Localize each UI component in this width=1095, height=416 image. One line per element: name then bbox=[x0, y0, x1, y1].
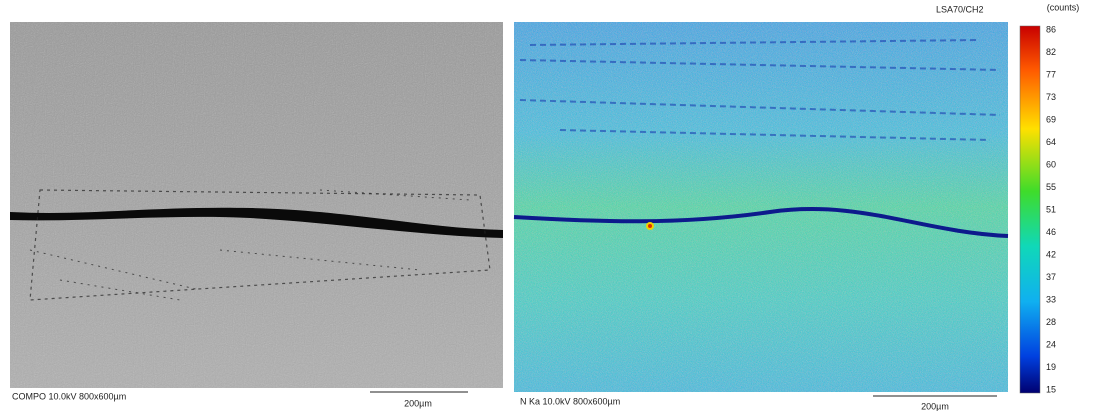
colorbar-tick-label: 73 bbox=[1046, 92, 1056, 102]
colorbar-tick-label: 37 bbox=[1046, 272, 1056, 282]
colorbar-tick-label: 15 bbox=[1046, 384, 1056, 394]
map-header: LSA70/CH2 bbox=[936, 4, 984, 14]
colorbar-tick-label: 33 bbox=[1046, 294, 1056, 304]
colorbar-tick-label: 55 bbox=[1046, 182, 1056, 192]
colorbar-tick-label: 69 bbox=[1046, 114, 1056, 124]
colorbar-tick-label: 82 bbox=[1046, 47, 1056, 57]
scale-bar-label: 200µm bbox=[404, 398, 432, 408]
colorbar-tick-label: 42 bbox=[1046, 249, 1056, 259]
colorbar-tick-label: 86 bbox=[1046, 24, 1056, 34]
sem-caption: COMPO 10.0kV 800x600µm 200µm bbox=[12, 391, 468, 408]
colorbar-tick-label: 46 bbox=[1046, 227, 1056, 237]
colorbar: (counts) 86 82 77 73 69 64 60 55 51 46 42 37 33 28 24 1… bbox=[1019, 2, 1080, 394]
colorbar-tick-label: 28 bbox=[1046, 317, 1056, 327]
caption: COMPO 10.0kV 800x600µm bbox=[12, 391, 126, 401]
caption: N Ka 10.0kV 800x600µm bbox=[520, 396, 620, 406]
colorbar-tick-label: 60 bbox=[1046, 159, 1056, 169]
eds-caption: LSA70/CH2 N Ka 10.0kV 800x600µm 200µm bbox=[520, 4, 997, 411]
eds-map bbox=[513, 22, 1009, 392]
colorbar-tick-label: 19 bbox=[1046, 362, 1056, 372]
colorbar-tick-label: 64 bbox=[1046, 137, 1056, 147]
colorbar-unit: (counts) bbox=[1047, 2, 1080, 12]
scale-bar-label: 200µm bbox=[921, 401, 949, 411]
sem-image bbox=[10, 22, 503, 388]
colorbar-tick-label: 77 bbox=[1046, 69, 1056, 79]
colorbar-tick-label: 51 bbox=[1046, 204, 1056, 214]
colorbar-tick-label: 24 bbox=[1046, 339, 1056, 349]
